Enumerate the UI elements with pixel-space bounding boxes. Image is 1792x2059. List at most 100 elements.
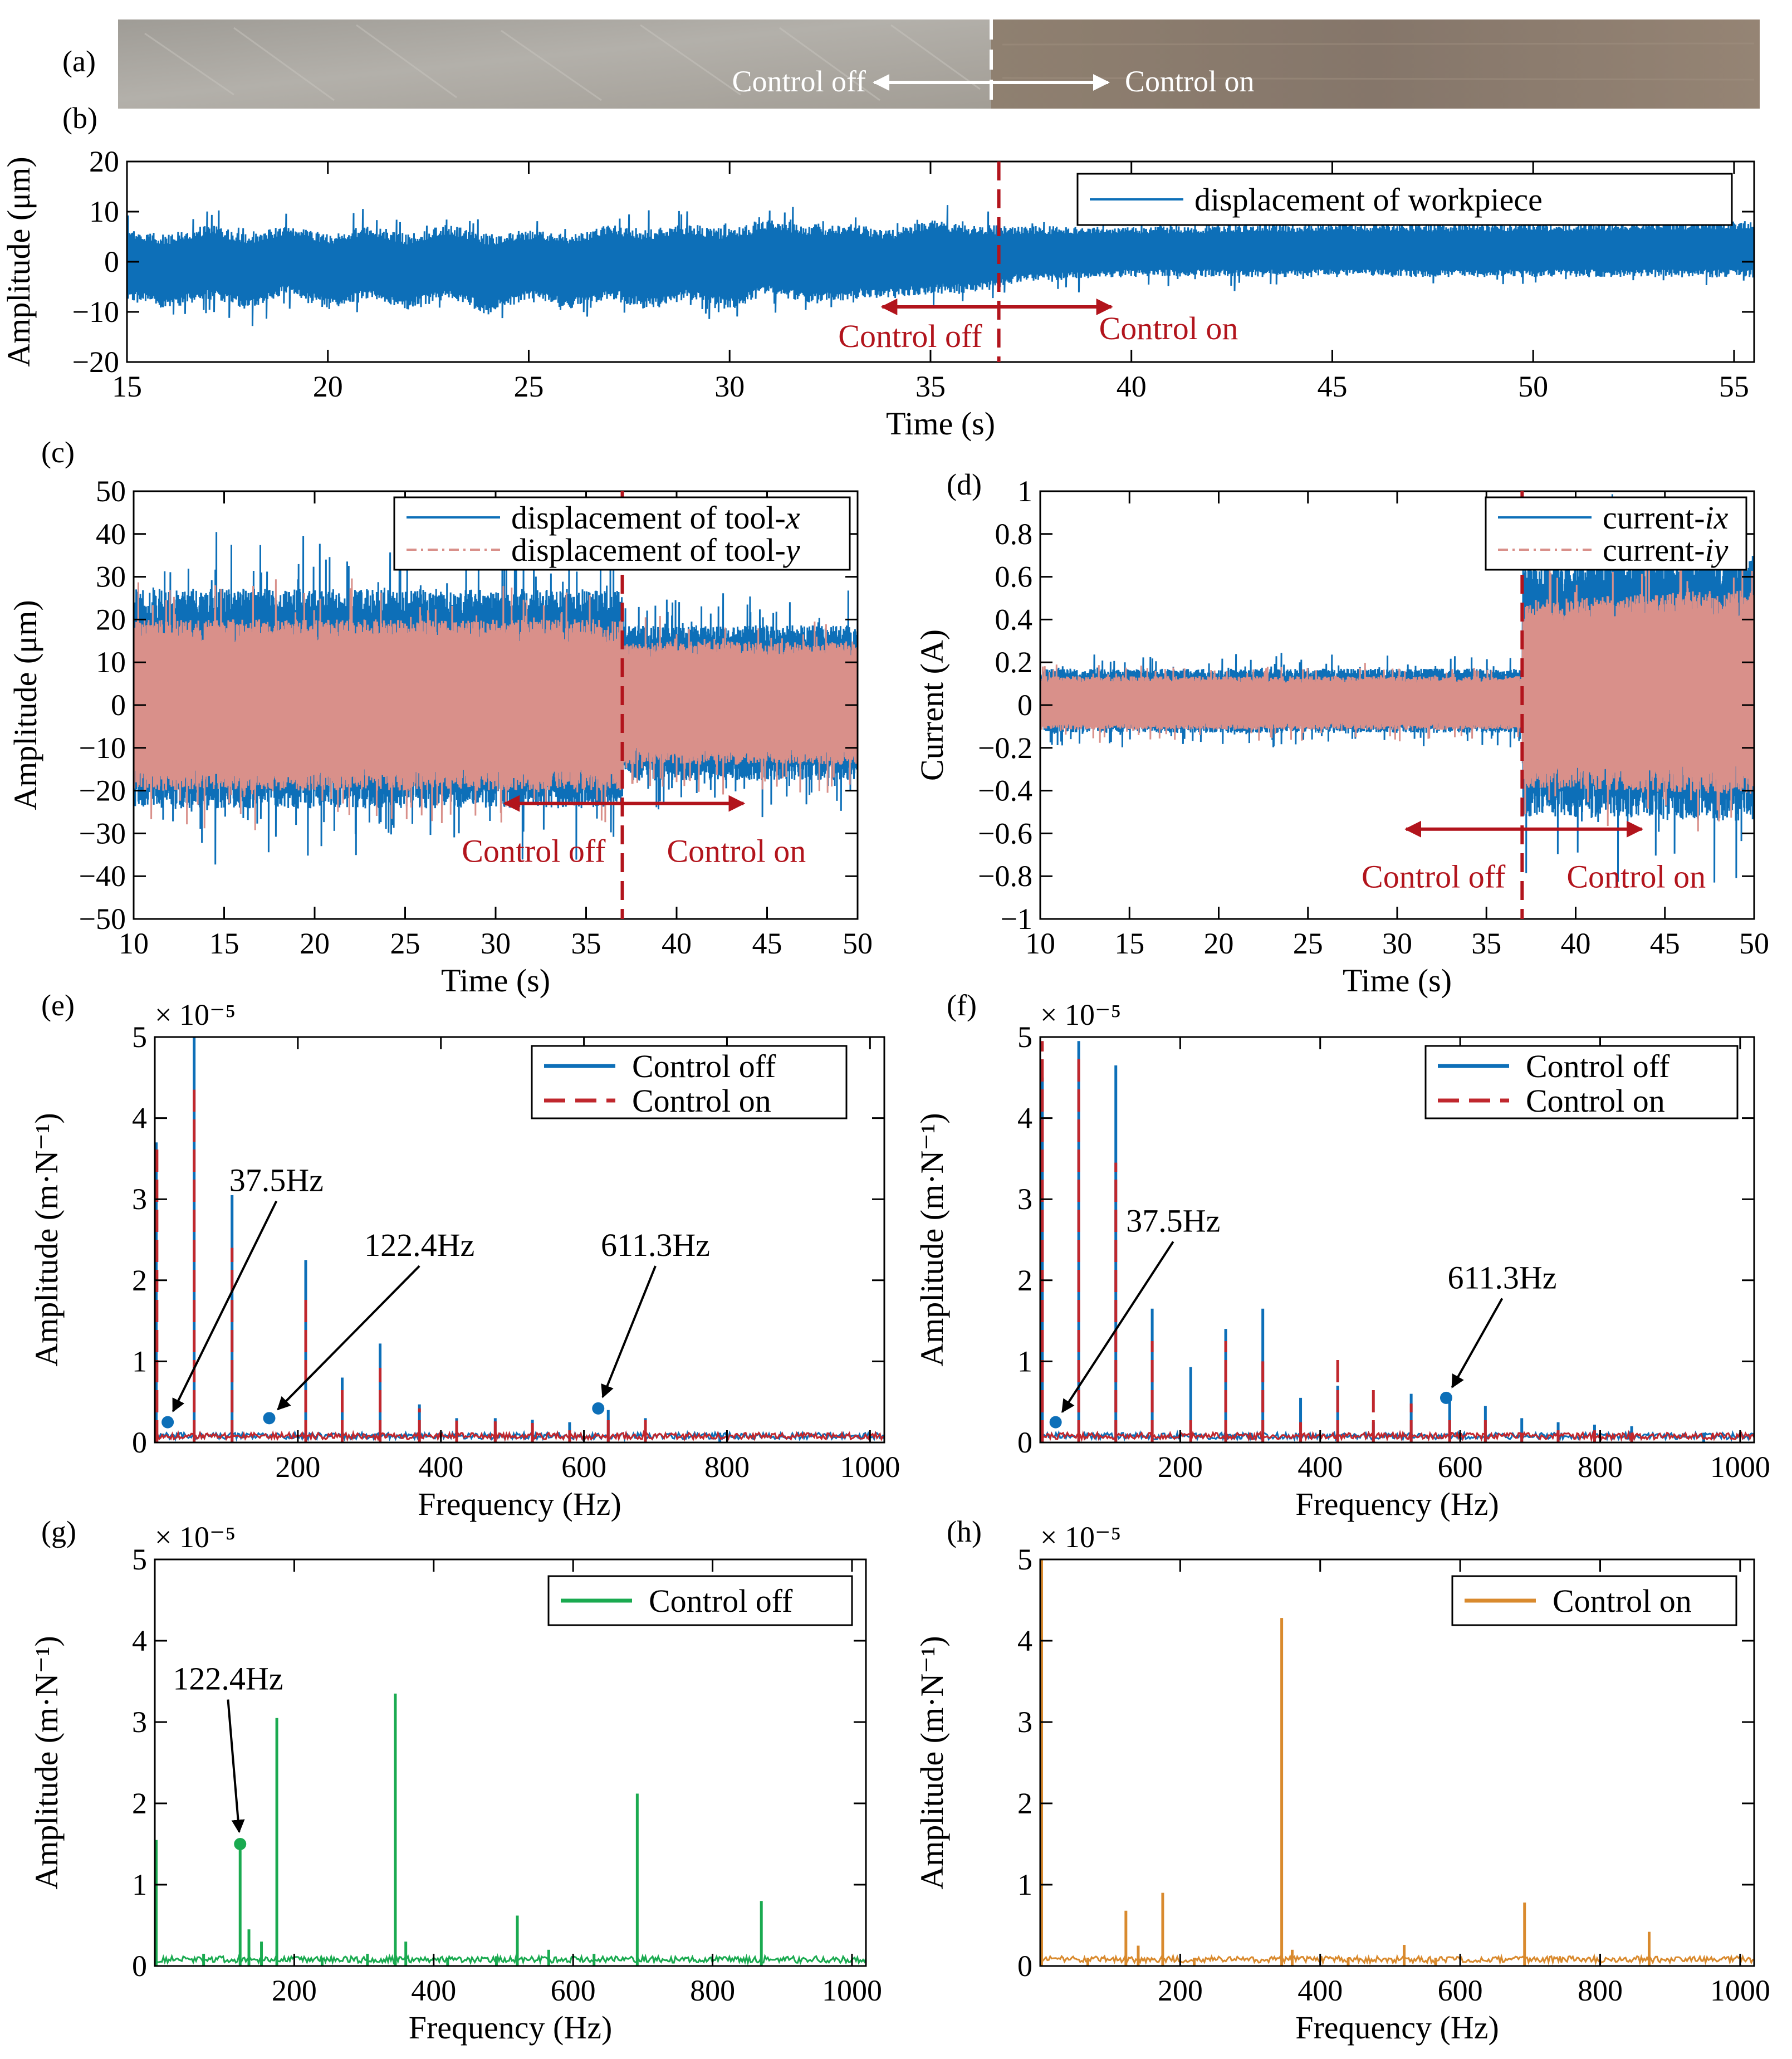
panel-h-chart: (h) 200 400 600 800 1000 0 1 2 3 4 5 Frequency (Hz)… — [914, 1515, 1770, 2046]
y-tick-label: 4 — [132, 1102, 147, 1135]
photo-right-region — [991, 19, 1760, 109]
x-axis-label: Time (s) — [1343, 962, 1452, 999]
y-tick-label: 0.2 — [995, 645, 1033, 679]
x-tick-label: 50 — [1739, 927, 1769, 960]
x-tick-label: 35 — [915, 370, 946, 403]
panel-b-chart: (b) 15 20 25 30 35 40 45 50 55 −20 −10 0 10 20 Time (s… — [1, 101, 1755, 442]
y-tick-label: 0 — [132, 1426, 147, 1459]
control-on-label: Control on — [1099, 310, 1238, 346]
legend-entry-var: iy — [1705, 532, 1729, 568]
x-tick-label: 400 — [1298, 1974, 1343, 2007]
x-tick-label: 20 — [313, 370, 343, 403]
peak-marker — [263, 1412, 276, 1425]
y-tick-label: −10 — [79, 731, 126, 765]
y-tick-label: −0.4 — [978, 774, 1032, 808]
exponent-label: × 10⁻⁵ — [1040, 998, 1121, 1031]
callout-label: 122.4Hz — [173, 1661, 283, 1697]
panel-label-d: (d) — [947, 468, 982, 501]
legend-box — [1076, 173, 1733, 226]
y-tick-label: 4 — [1017, 1102, 1032, 1135]
y-tick-label: 3 — [132, 1182, 147, 1216]
x-tick-label: 45 — [752, 927, 782, 960]
y-axis-label: Amplitude (m·N⁻¹) — [914, 1113, 950, 1367]
legend: Control on — [1451, 1575, 1737, 1626]
y-tick-label: 1 — [1017, 1868, 1032, 1901]
photo-control-on-text: Control on — [1125, 65, 1255, 98]
series-displacement-of-workpiece — [127, 205, 1754, 326]
y-tick-label: −20 — [72, 345, 119, 379]
callout-label: 611.3Hz — [601, 1227, 710, 1263]
panel-f-chart: (f) 200 400 600 800 1000 0 1 2 3 4 5 Frequency (Hz)… — [914, 989, 1770, 1522]
exponent-label: × 10⁻⁵ — [155, 1520, 236, 1554]
y-tick-label: 1 — [1017, 475, 1032, 508]
y-tick-label: 0.6 — [995, 560, 1033, 594]
legend-entry: Control off — [632, 1048, 776, 1084]
y-tick-label: −0.6 — [978, 816, 1032, 850]
x-tick-label: 600 — [551, 1974, 596, 2007]
legend-box — [531, 1045, 848, 1119]
x-tick-label: 45 — [1650, 927, 1680, 960]
y-tick-label: 2 — [132, 1787, 147, 1820]
control-off-label: Control off — [838, 318, 982, 354]
panel-d-chart: (d) 10 15 20 25 30 35 40 45 50−1−0.8−0.6−0.4−0.2… — [914, 468, 1769, 999]
panel-label-e: (e) — [41, 989, 75, 1022]
panel-label-c: (c) — [41, 436, 75, 469]
panel-label-f: (f) — [947, 989, 977, 1022]
series-displacement-of-tool-y — [134, 578, 858, 830]
x-tick-label: 200 — [1158, 1450, 1203, 1484]
callout-arrow — [227, 1699, 245, 1833]
y-tick-label: 10 — [96, 645, 126, 679]
photo-control-off-text: Control off — [732, 65, 866, 98]
x-tick-label: 600 — [561, 1450, 606, 1484]
y-tick-label: 1 — [1017, 1344, 1032, 1378]
exponent-label: × 10⁻⁵ — [155, 998, 236, 1031]
legend-entry: current-iy — [1603, 532, 1729, 568]
panel-e-chart: (e) 200 400 600 800 1000 0 1 2 3 4 5 Frequency (Hz)… — [28, 989, 900, 1522]
x-tick-label: 600 — [1438, 1450, 1483, 1484]
x-tick-label: 800 — [1578, 1974, 1623, 2007]
callout-label: 122.4Hz — [364, 1227, 474, 1263]
y-tick-label: 2 — [1017, 1264, 1032, 1297]
y-tick-label: 5 — [1017, 1020, 1032, 1054]
x-tick-label: 200 — [272, 1974, 317, 2007]
y-tick-label: −1 — [1001, 902, 1032, 936]
control-off-label: Control off — [1362, 859, 1506, 895]
x-tick-label: 30 — [1382, 927, 1412, 960]
panel-a-photo: (a) Control off Control on — [62, 19, 1760, 109]
callout-arrow — [601, 1265, 657, 1398]
x-tick-label: 15 — [209, 927, 239, 960]
y-tick-label: 3 — [1017, 1705, 1032, 1739]
y-tick-label: −10 — [72, 295, 119, 329]
x-tick-label: 1000 — [822, 1974, 882, 2007]
x-axis-label: Frequency (Hz) — [409, 2009, 613, 2046]
legend-entry: current-ix — [1603, 500, 1729, 536]
noise-floor — [1040, 1953, 1754, 1966]
y-tick-label: −0.2 — [978, 731, 1032, 765]
x-tick-label: 25 — [1293, 927, 1323, 960]
x-tick-label: 800 — [704, 1450, 750, 1484]
x-tick-label: 800 — [690, 1974, 735, 2007]
legend-entry-var: ix — [1705, 500, 1729, 536]
plot-area — [155, 1693, 866, 1966]
x-tick-label: 200 — [1158, 1974, 1203, 2007]
x-tick-label: 1000 — [1710, 1974, 1770, 2007]
x-tick-label: 15 — [112, 370, 142, 403]
y-tick-label: 5 — [1017, 1543, 1032, 1576]
noise-floor — [155, 1430, 884, 1442]
x-tick-label: 600 — [1438, 1974, 1483, 2007]
legend-entry-var: y — [783, 532, 800, 568]
x-axis-label: Frequency (Hz) — [1295, 1486, 1499, 1522]
y-tick-label: 20 — [89, 145, 119, 178]
y-tick-label: −40 — [79, 859, 126, 893]
y-axis-label: Amplitude (m·N⁻¹) — [28, 1636, 65, 1890]
callout-arrow — [172, 1200, 278, 1413]
x-tick-label: 35 — [1471, 927, 1501, 960]
series-envelope-trace — [127, 205, 1754, 326]
peak-marker — [1440, 1391, 1452, 1404]
y-tick-label: 0 — [1017, 688, 1032, 722]
y-tick-label: 0 — [1017, 1949, 1032, 1983]
plot-area — [1040, 494, 1754, 883]
